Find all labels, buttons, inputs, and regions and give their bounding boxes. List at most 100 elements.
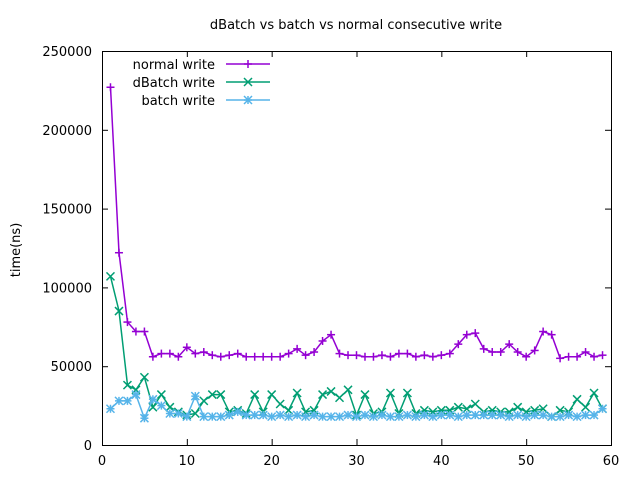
data-point	[598, 351, 607, 360]
data-point	[377, 351, 386, 360]
data-point	[402, 388, 412, 398]
data-point	[156, 401, 166, 411]
series-line	[109, 87, 603, 360]
data-point	[513, 348, 522, 357]
data-point	[106, 83, 115, 92]
series-dBatch-write	[105, 271, 608, 422]
plot-frame	[102, 51, 612, 446]
data-point	[276, 352, 285, 361]
data-point	[352, 351, 361, 360]
data-point	[284, 349, 293, 358]
data-point	[385, 412, 395, 422]
legend-item: normal write	[133, 58, 270, 73]
data-point	[199, 412, 209, 422]
data-point	[123, 318, 132, 327]
legend-marker	[243, 77, 253, 87]
data-point	[105, 271, 116, 281]
data-point	[496, 410, 506, 420]
data-point	[488, 348, 497, 357]
data-point	[597, 404, 608, 414]
data-point	[530, 410, 540, 420]
data-point	[454, 340, 463, 349]
data-point	[190, 408, 200, 419]
data-point	[327, 330, 336, 339]
data-point	[522, 352, 531, 361]
x-tick-label: 10	[179, 454, 196, 469]
data-point	[402, 410, 412, 420]
data-point	[284, 412, 294, 422]
data-point	[301, 412, 311, 422]
data-point	[335, 349, 344, 358]
data-point	[275, 410, 285, 420]
legend-item: batch write	[141, 94, 270, 109]
x-tick-label: 30	[348, 454, 365, 469]
data-point	[114, 306, 124, 316]
series-normal-write	[106, 83, 607, 363]
series-layer	[105, 83, 608, 423]
data-point	[496, 348, 505, 357]
data-point	[250, 352, 259, 361]
data-point	[547, 412, 557, 422]
data-point	[343, 385, 353, 395]
data-point	[521, 412, 531, 422]
data-point	[309, 410, 319, 420]
y-tick-label: 250000	[42, 45, 92, 60]
data-point	[479, 344, 488, 353]
data-point	[360, 390, 370, 400]
data-point	[487, 410, 497, 420]
data-point	[581, 410, 591, 420]
data-point	[581, 348, 590, 357]
data-point	[267, 390, 277, 400]
y-tick-label: 200000	[42, 124, 92, 139]
legend-marker	[243, 95, 253, 105]
data-point	[428, 412, 438, 422]
data-point	[208, 351, 217, 360]
data-point	[572, 412, 582, 422]
data-point	[225, 351, 234, 360]
data-point	[335, 412, 345, 422]
data-point	[564, 352, 573, 361]
series-line	[109, 276, 604, 418]
data-point	[445, 349, 454, 358]
data-point	[343, 410, 353, 420]
legend-label: normal write	[133, 58, 215, 73]
x-tick-label: 20	[263, 454, 280, 469]
data-point	[148, 352, 157, 361]
legend-label: dBatch write	[133, 76, 215, 91]
data-point	[182, 343, 191, 352]
data-point	[394, 412, 404, 422]
data-point	[590, 352, 599, 361]
data-point	[241, 410, 251, 420]
chart-title: dBatch vs batch vs normal consecutive wr…	[210, 18, 502, 33]
data-point	[335, 393, 345, 403]
data-point	[140, 327, 149, 336]
legend: normal write dBatch write batch write	[133, 58, 270, 109]
data-point	[131, 327, 140, 336]
data-point	[556, 354, 565, 363]
data-point	[174, 352, 183, 361]
data-point	[547, 330, 556, 339]
data-point	[191, 349, 200, 358]
data-point	[114, 248, 123, 257]
data-point	[301, 351, 310, 360]
x-tick-label: 50	[518, 454, 535, 469]
data-point	[453, 402, 463, 412]
data-point	[555, 412, 565, 422]
data-point	[190, 391, 200, 401]
data-point	[318, 412, 328, 422]
data-point	[344, 351, 353, 360]
data-point	[470, 399, 480, 409]
data-point	[157, 349, 166, 358]
data-point	[369, 352, 378, 361]
data-point	[224, 410, 234, 420]
data-point	[233, 407, 243, 417]
data-point	[258, 410, 268, 420]
data-point	[293, 344, 302, 353]
data-point	[165, 349, 174, 358]
data-point	[216, 412, 226, 422]
data-point	[539, 327, 548, 336]
data-point	[513, 402, 523, 412]
data-point	[360, 352, 369, 361]
data-point	[233, 349, 242, 358]
